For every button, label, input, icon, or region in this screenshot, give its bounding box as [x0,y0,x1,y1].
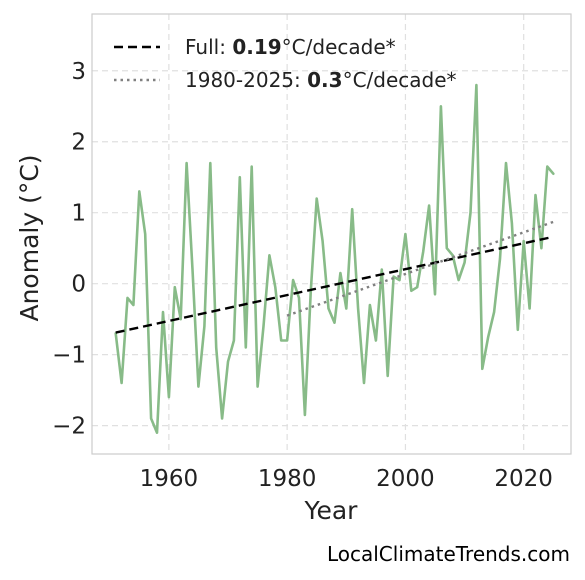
y-tick-label: −2 [52,414,86,440]
legend-label-recent: 1980-2025: 0.3°C/decade* [185,68,457,92]
x-tick-label: 2000 [376,466,435,492]
y-axis-label: Anomaly (°C) [15,154,44,321]
series-layer [114,83,555,435]
legend: Full: 0.19°C/decade* 1980-2025: 0.3°C/de… [114,35,457,92]
legend-rate-full: 0.19 [232,35,281,59]
legend-unit-full: °C/decade* [282,35,396,59]
y-tick-labels: −2 −1 0 1 2 3 [52,59,86,440]
legend-rate-recent: 0.3 [307,68,342,92]
x-tick-label: 1980 [258,466,317,492]
legend-name-full: Full [185,35,219,59]
x-tick-label: 1960 [140,466,199,492]
x-tick-label: 2020 [494,466,553,492]
legend-label-full: Full: 0.19°C/decade* [185,35,396,59]
x-tick-labels: 1960 1980 2000 2020 [140,466,553,492]
trend-line-1980-2025 [286,220,554,317]
y-tick-label: 1 [71,201,86,227]
anomaly-series-line [114,83,555,435]
trend-line-full [115,235,554,334]
y-tick-label: 2 [71,130,86,156]
y-tick-label: 0 [71,272,86,298]
x-axis-label: Year [304,496,359,525]
y-tick-label: −1 [52,343,86,369]
legend-unit-recent: °C/decade* [343,68,457,92]
plot-frame [91,13,572,455]
source-watermark: LocalClimateTrends.com [326,542,570,566]
legend-name-recent: 1980-2025 [185,68,294,92]
y-tick-label: 3 [71,59,86,85]
